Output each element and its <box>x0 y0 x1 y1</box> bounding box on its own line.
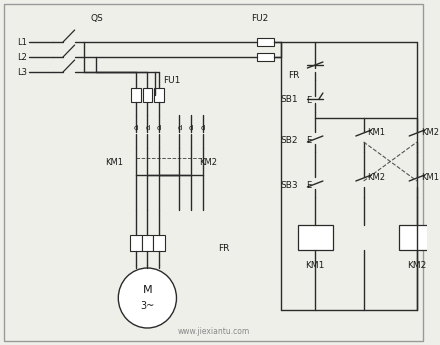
Text: d: d <box>189 125 193 131</box>
Text: KM1: KM1 <box>305 260 325 269</box>
Text: FR: FR <box>288 70 300 79</box>
Text: KM1: KM1 <box>367 128 385 137</box>
Text: FR: FR <box>218 244 230 253</box>
Text: KM1: KM1 <box>106 158 123 167</box>
Text: E: E <box>306 136 311 145</box>
Text: KM2: KM2 <box>421 128 439 137</box>
Bar <box>143 88 152 102</box>
Text: d: d <box>157 125 161 131</box>
Text: E: E <box>306 96 311 105</box>
Text: M: M <box>143 285 152 295</box>
Text: d: d <box>134 125 138 131</box>
Text: QS: QS <box>91 13 103 22</box>
Bar <box>130 235 142 251</box>
Text: SB1: SB1 <box>280 95 298 103</box>
Text: L1: L1 <box>17 38 27 47</box>
Text: KM2: KM2 <box>407 260 426 269</box>
Text: L3: L3 <box>17 68 27 77</box>
Text: d: d <box>201 125 205 131</box>
Bar <box>154 88 164 102</box>
Text: KM2: KM2 <box>367 172 385 181</box>
Bar <box>257 38 275 46</box>
Text: E: E <box>306 180 311 189</box>
Bar <box>400 225 434 250</box>
Text: 3~: 3~ <box>140 301 154 311</box>
Bar <box>257 53 275 61</box>
Bar <box>298 225 333 250</box>
Text: L2: L2 <box>17 52 27 61</box>
Text: d: d <box>145 125 150 131</box>
Bar <box>153 235 165 251</box>
Text: FU1: FU1 <box>163 76 180 85</box>
Text: KM2: KM2 <box>199 158 217 167</box>
Text: www.jiexiantu.com: www.jiexiantu.com <box>177 327 249 336</box>
Text: d: d <box>177 125 182 131</box>
Circle shape <box>118 268 176 328</box>
Text: FU2: FU2 <box>251 13 268 22</box>
Bar <box>131 88 141 102</box>
Text: SB2: SB2 <box>280 136 298 145</box>
Text: KM1: KM1 <box>421 172 439 181</box>
Text: SB3: SB3 <box>280 180 298 189</box>
Bar <box>142 235 153 251</box>
